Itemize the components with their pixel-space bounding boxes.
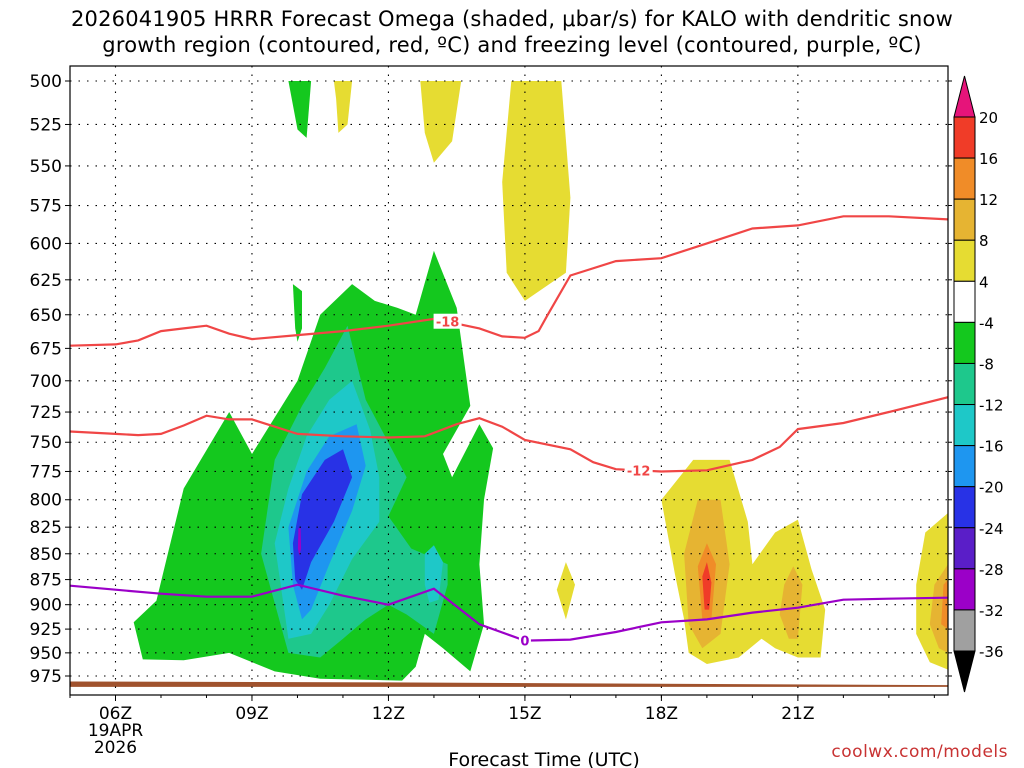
region-omega-4-small — [292, 284, 302, 342]
colorbar-label-4: 4 — [979, 273, 989, 291]
y-tick-label-575: 575 — [30, 197, 62, 217]
colorbar-label-8: -8 — [979, 355, 994, 373]
region-omega-20 — [292, 449, 353, 590]
y-tick-label-750: 750 — [30, 433, 62, 453]
y-tick-label-975: 975 — [30, 667, 62, 687]
contour-0 — [70, 583, 948, 642]
y-tick-label-500: 500 — [30, 72, 62, 92]
colorbar-label-20: 20 — [979, 109, 998, 127]
colorbar-band-20 — [953, 486, 976, 529]
x-tick-sublabel-2026: 2026 — [94, 738, 137, 758]
y-tick-label-875: 875 — [30, 571, 62, 591]
region-omega-4-column — [502, 81, 571, 301]
contour-label-bg-12 — [624, 462, 653, 478]
colorbar-label-16: -16 — [979, 438, 1004, 456]
colorbar-label-28: -28 — [979, 561, 1004, 579]
colorbar-band-8 — [953, 362, 976, 406]
chart-title: 2026041905 HRRR Forecast Omega (shaded, … — [0, 6, 1024, 58]
shaded-regions — [70, 81, 948, 687]
region-omega-12-small — [424, 545, 443, 603]
contour-label-bg-18 — [433, 313, 462, 329]
colorbar-band-4 — [953, 321, 976, 364]
plot-frame — [69, 65, 949, 696]
contour-label-18: -18 — [436, 316, 460, 331]
colorbar-label-36: -36 — [979, 643, 1004, 661]
y-tick-label-825: 825 — [30, 518, 62, 538]
colorbar-label-16: 16 — [979, 150, 998, 168]
colorbar-bottom-arrow — [953, 650, 976, 693]
region-omega-4-top2 — [420, 81, 462, 163]
region-omega-4-top — [333, 81, 353, 133]
y-tick-label-925: 925 — [30, 620, 62, 640]
contour-18 — [70, 215, 948, 347]
region-omega-8-b — [779, 566, 803, 639]
colorbar-band-20 — [953, 116, 976, 159]
y-tick-label-550: 550 — [30, 157, 62, 177]
y-tick-label-650: 650 — [30, 306, 62, 326]
x-tick-label-15z: 15Z — [508, 704, 541, 724]
region-omega-12-b — [941, 579, 948, 630]
colorbar-band-8 — [953, 239, 976, 282]
contour-label-12: -12 — [627, 464, 651, 479]
y-tick-label-950: 950 — [30, 644, 62, 664]
y-tick-label-625: 625 — [30, 271, 62, 291]
chart-title-line2: growth region (contoured, red, ºC) and f… — [102, 33, 922, 57]
colorbar-band-16 — [953, 157, 976, 200]
region-omega-28 — [297, 528, 302, 556]
chart-title-line1: 2026041905 HRRR Forecast Omega (shaded, … — [71, 7, 953, 31]
y-tick-label-600: 600 — [30, 234, 62, 254]
colorbar-label-12: -12 — [979, 397, 1004, 415]
x-tick-label-18z: 18Z — [645, 704, 678, 724]
contour-lines — [70, 215, 948, 642]
website-credit: coolwx.com/models — [831, 742, 1008, 762]
colorbar-band-12 — [953, 198, 976, 241]
colorbar-label-8: 8 — [979, 232, 989, 250]
colorbar-label-32: -32 — [979, 602, 1004, 620]
y-tick-label-800: 800 — [30, 491, 62, 511]
region-terrain — [70, 681, 948, 687]
x-tick-label-09z: 09Z — [235, 704, 268, 724]
colorbar-label-24: -24 — [979, 520, 1004, 538]
x-tick-label-06z: 06Z — [99, 704, 132, 724]
contour-12 — [70, 396, 948, 473]
x-tick-label-12z: 12Z — [372, 704, 405, 724]
contour-label-bg-0 — [518, 632, 531, 648]
colorbar-label-20: -20 — [979, 479, 1004, 497]
colorbar-band-16 — [953, 445, 976, 488]
colorbar-band-32 — [953, 609, 976, 652]
y-tick-label-675: 675 — [30, 339, 62, 359]
contour-label-0: 0 — [520, 635, 529, 650]
y-tick-label-850: 850 — [30, 545, 62, 565]
colorbar-band-24 — [953, 527, 976, 570]
colorbar-top-arrow — [953, 75, 976, 118]
colorbar-band-4 — [953, 280, 976, 323]
region-omega-4-small — [556, 562, 575, 620]
x-axis-title: Forecast Time (UTC) — [448, 749, 639, 768]
y-tick-label-900: 900 — [30, 596, 62, 616]
region-omega-16 — [702, 562, 712, 610]
y-tick-label-700: 700 — [30, 372, 62, 392]
colorbar-label-12: 12 — [979, 191, 998, 209]
x-tick-sublabel-19apr: 19APR — [88, 721, 144, 741]
colorbar-band-28 — [953, 568, 976, 611]
region-omega-4-top — [288, 81, 312, 138]
y-tick-label-725: 725 — [30, 403, 62, 423]
colorbar-band-12 — [953, 404, 976, 447]
x-tick-label-21z: 21Z — [781, 704, 814, 724]
y-tick-label-525: 525 — [30, 115, 62, 135]
y-tick-label-775: 775 — [30, 462, 62, 482]
colorbar-label-4: -4 — [979, 314, 994, 332]
